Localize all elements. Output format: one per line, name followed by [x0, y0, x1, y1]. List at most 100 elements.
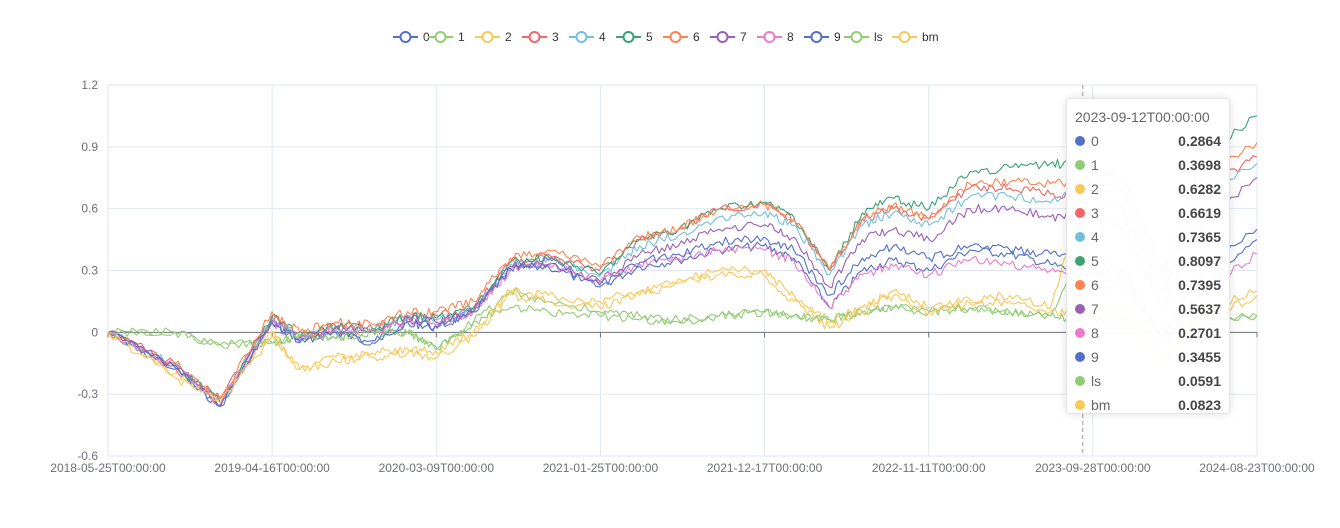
- series-marker-icon: [1075, 160, 1085, 170]
- tooltip-row-3: 3 0.6619: [1075, 201, 1221, 225]
- x-tick-label: 2019-04-16T00:00:00: [214, 461, 330, 475]
- tooltip-series-name: 8: [1091, 325, 1099, 341]
- legend-circle-icon: [850, 31, 863, 43]
- y-tick-label: -0.6: [77, 449, 98, 463]
- series-line-2: [107, 202, 1258, 399]
- series-marker-icon: [1075, 400, 1085, 410]
- tooltip-series-name: 6: [1091, 277, 1099, 293]
- x-tick-label: 2024-08-23T00:00:00: [1199, 461, 1315, 475]
- legend-label: ls: [874, 30, 883, 44]
- series-marker-icon: [1075, 208, 1085, 218]
- tooltip-row-7: 7 0.5637: [1075, 297, 1221, 321]
- legend-item-6[interactable]: 6: [663, 30, 700, 44]
- legend-item-2[interactable]: 2: [475, 30, 512, 44]
- series-marker-icon: [1075, 352, 1085, 362]
- legend-circle-icon: [528, 31, 541, 43]
- tooltip-series-value: 0.6282: [1178, 181, 1221, 197]
- tooltip-rows: 0 0.2864 1 0.3698 2 0.6282 3 0.6619 4 0.7365 5 0.80…: [1075, 129, 1221, 417]
- legend-item-1[interactable]: 1: [428, 30, 465, 44]
- tooltip-series-name: bm: [1091, 397, 1111, 413]
- y-tick-label: -0.3: [77, 387, 98, 401]
- legend-circle-icon: [898, 31, 911, 43]
- legend-item-ls[interactable]: ls: [844, 30, 883, 44]
- legend-item-bm[interactable]: bm: [892, 30, 939, 44]
- tooltip-row-2: 2 0.6282: [1075, 177, 1221, 201]
- y-tick-label: 0.9: [81, 140, 98, 154]
- legend-circle-icon: [575, 31, 588, 43]
- series-line-bm: [107, 270, 1258, 403]
- legend-label: 5: [646, 30, 653, 44]
- legend-circle-icon: [716, 31, 729, 43]
- x-tick-label: 2022-11-11T00:00:00: [872, 461, 986, 475]
- tooltip-series-name: 5: [1091, 253, 1099, 269]
- legend-circle-icon: [763, 31, 776, 43]
- tooltip-row-6: 6 0.7395: [1075, 273, 1221, 297]
- legend-item-0[interactable]: 0: [393, 30, 430, 44]
- series-line-6: [107, 142, 1258, 401]
- y-tick-label: 1.2: [81, 78, 98, 92]
- legend-item-5[interactable]: 5: [616, 30, 653, 44]
- series-marker-icon: [1075, 136, 1085, 146]
- y-tick-label: 0.6: [81, 202, 98, 216]
- tooltip-row-8: 8 0.2701: [1075, 321, 1221, 345]
- series-marker-icon: [1075, 184, 1085, 194]
- legend-label: 4: [599, 30, 606, 44]
- legend-label: 1: [458, 30, 465, 44]
- tooltip-series-value: 0.2701: [1178, 325, 1221, 341]
- tooltip-row-5: 5 0.8097: [1075, 249, 1221, 273]
- series-line-5: [107, 115, 1258, 403]
- legend-item-3[interactable]: 3: [522, 30, 559, 44]
- tooltip-row-bm: bm 0.0823: [1075, 393, 1221, 417]
- legend-circle-icon: [622, 31, 635, 43]
- tooltip-row-ls: ls 0.0591: [1075, 369, 1221, 393]
- x-tick-label: 2023-09-28T00:00:00: [1035, 461, 1151, 475]
- tooltip-row-4: 4 0.7365: [1075, 225, 1221, 249]
- tooltip-series-value: 0.2864: [1178, 133, 1221, 149]
- tooltip-series-value: 0.6619: [1178, 205, 1221, 221]
- series-line-4: [107, 162, 1258, 403]
- legend-label: bm: [922, 30, 939, 44]
- tooltip-series-value: 0.5637: [1178, 301, 1221, 317]
- legend-label: 2: [505, 30, 512, 44]
- series-marker-icon: [1075, 376, 1085, 386]
- tooltip-row-0: 0 0.2864: [1075, 129, 1221, 153]
- tooltip-series-value: 0.7365: [1178, 229, 1221, 245]
- tooltip-row-1: 1 0.3698: [1075, 153, 1221, 177]
- legend-item-9[interactable]: 9: [804, 30, 841, 44]
- series-line-8: [107, 244, 1258, 406]
- y-tick-label: 0.3: [81, 264, 98, 278]
- tooltip-series-name: 3: [1091, 205, 1099, 221]
- legend-circle-icon: [669, 31, 682, 43]
- tooltip-series-value: 0.7395: [1178, 277, 1221, 293]
- tooltip-series-value: 0.3698: [1178, 157, 1221, 173]
- legend-label: 6: [693, 30, 700, 44]
- tooltip-series-name: 7: [1091, 301, 1099, 317]
- legend-label: 9: [834, 30, 841, 44]
- x-tick-label: 2020-03-09T00:00:00: [379, 461, 495, 475]
- legend-item-4[interactable]: 4: [569, 30, 606, 44]
- legend-circle-icon: [810, 31, 823, 43]
- tooltip-series-name: 0: [1091, 133, 1099, 149]
- series-marker-icon: [1075, 304, 1085, 314]
- tooltip-series-value: 0.3455: [1178, 349, 1221, 365]
- series-line-9: [107, 228, 1258, 408]
- tooltip: 2023-09-12T00:00:00 0 0.2864 1 0.3698 2 0.628…: [1066, 98, 1230, 414]
- tooltip-series-value: 0.0591: [1178, 373, 1221, 389]
- tooltip-series-value: 0.8097: [1178, 253, 1221, 269]
- series-line-ls: [107, 303, 1258, 350]
- series-marker-icon: [1075, 232, 1085, 242]
- tooltip-series-value: 0.0823: [1178, 397, 1221, 413]
- legend-item-8[interactable]: 8: [757, 30, 794, 44]
- legend-circle-icon: [434, 31, 447, 43]
- x-tick-label: 2018-05-25T00:00:00: [50, 461, 166, 475]
- legend-circle-icon: [399, 31, 412, 43]
- tooltip-row-9: 9 0.3455: [1075, 345, 1221, 369]
- series-marker-icon: [1075, 280, 1085, 290]
- legend-circle-icon: [481, 31, 494, 43]
- x-tick-label: 2021-01-25T00:00:00: [543, 461, 659, 475]
- y-tick-label: 0: [91, 325, 98, 339]
- series-marker-icon: [1075, 328, 1085, 338]
- legend-item-7[interactable]: 7: [710, 30, 747, 44]
- legend[interactable]: 0 1 2 3 4 5 6 7 8 9 ls bm: [393, 30, 939, 44]
- x-tick-label: 2021-12-17T00:00:00: [707, 461, 823, 475]
